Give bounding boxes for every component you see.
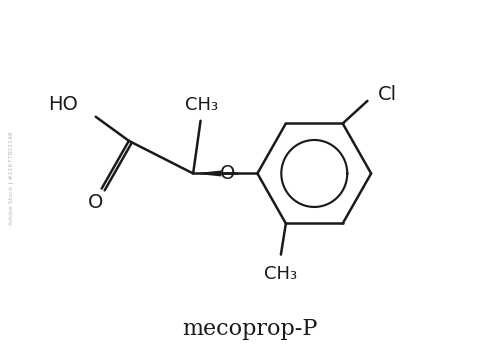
Text: Adobe Stock | #11677801148: Adobe Stock | #11677801148 <box>9 132 15 225</box>
Text: O: O <box>88 193 104 212</box>
Text: mecoprop-P: mecoprop-P <box>182 318 318 340</box>
Polygon shape <box>193 170 222 176</box>
Text: Cl: Cl <box>378 85 398 104</box>
Text: O: O <box>220 164 236 183</box>
Text: CH₃: CH₃ <box>264 265 298 283</box>
Text: HO: HO <box>48 95 78 114</box>
Text: CH₃: CH₃ <box>185 96 218 114</box>
